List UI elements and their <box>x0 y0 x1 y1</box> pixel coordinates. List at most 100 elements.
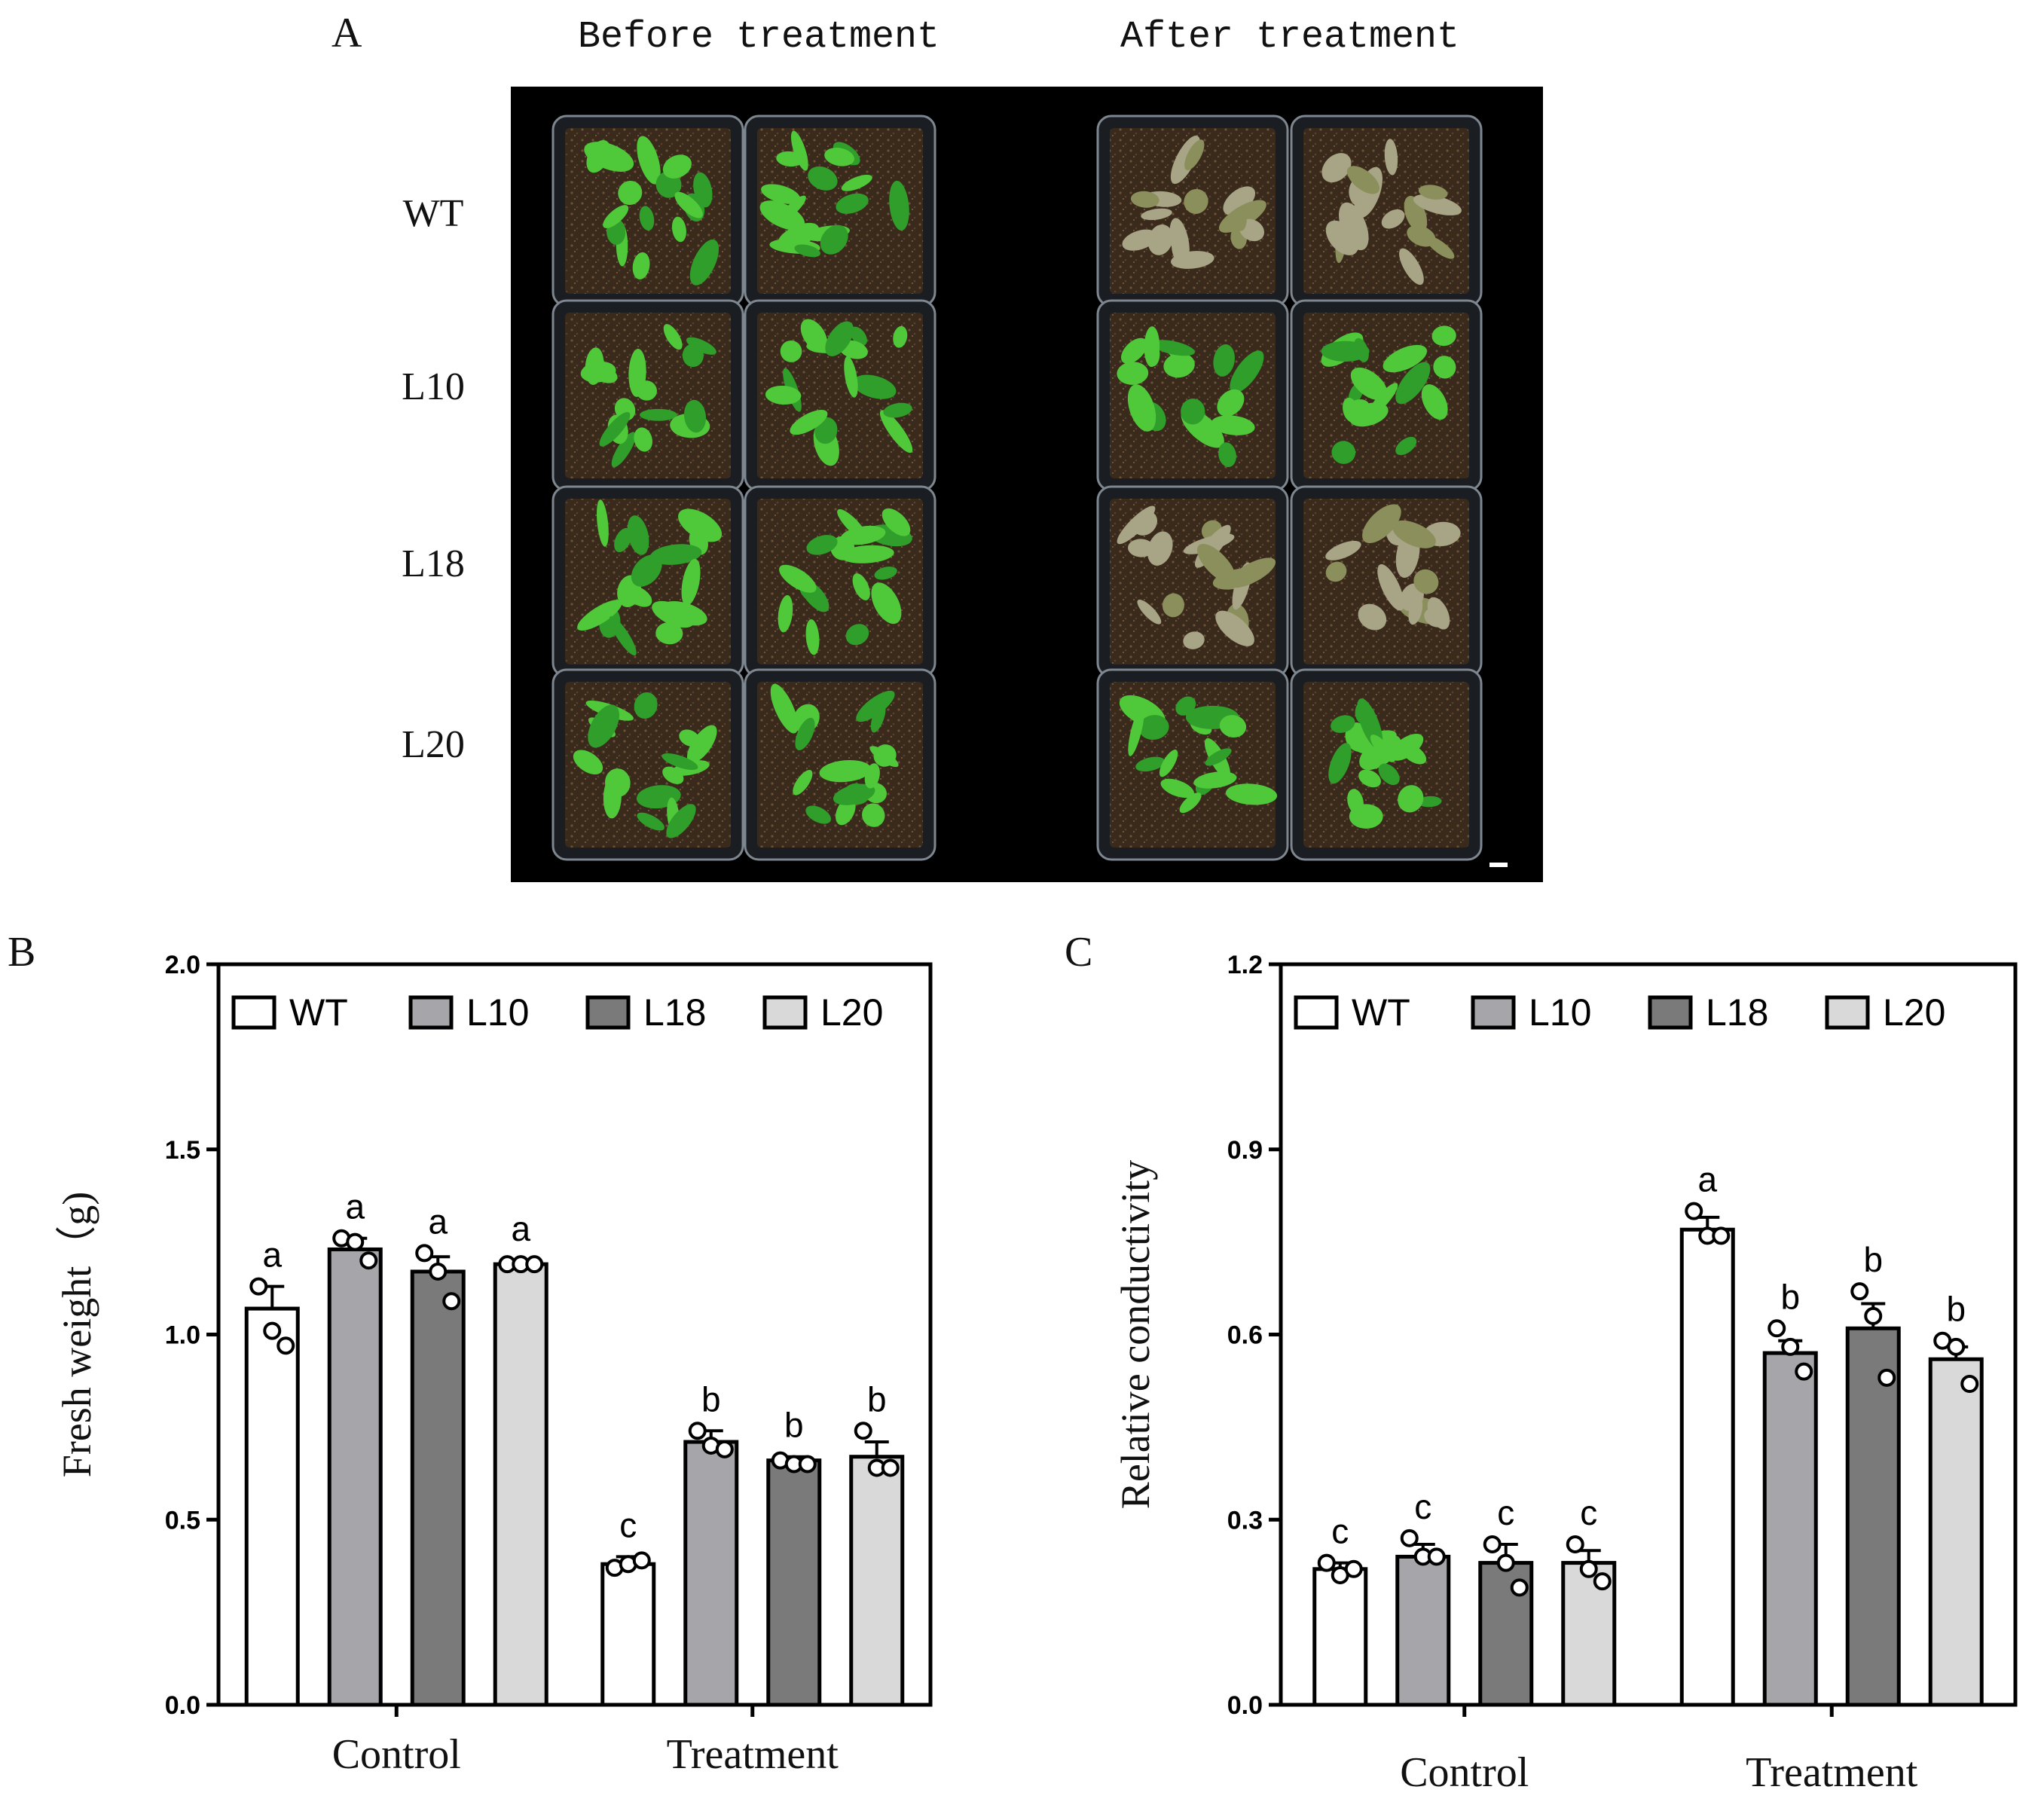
data-point <box>525 1255 544 1274</box>
panel-a-label: A <box>332 10 362 56</box>
data-point <box>442 1292 461 1311</box>
bar-l18-control <box>410 1269 466 1707</box>
data-point <box>1483 1535 1502 1554</box>
pot-before-row3-col1 <box>551 485 744 678</box>
pot-before-row2-col1 <box>551 299 744 492</box>
data-point <box>1427 1547 1446 1566</box>
y-tick-label: 0.5 <box>165 1506 200 1535</box>
data-point <box>1850 1282 1869 1301</box>
bar-l20-treatment <box>1928 1357 1984 1707</box>
data-point <box>798 1455 817 1474</box>
y-tick-label: 0.0 <box>165 1691 200 1720</box>
bar-l20-treatment <box>849 1455 905 1707</box>
bar-l20-control <box>493 1262 548 1707</box>
data-point <box>1579 1559 1598 1578</box>
row-labels: WT L10 L18 L20 <box>402 192 465 766</box>
pot-before-row4-col2 <box>744 668 936 861</box>
significance-letter: b <box>867 1379 887 1419</box>
significance-letter: b <box>784 1406 804 1445</box>
data-point <box>429 1262 448 1281</box>
legend-label-l20: L20 <box>1883 991 1945 1034</box>
significance-letter: c <box>1497 1493 1514 1532</box>
legend-label-l18: L18 <box>1706 991 1768 1034</box>
legend-swatch-wt <box>231 995 277 1030</box>
y-tick-label: 0.3 <box>1227 1506 1263 1535</box>
bar-wt-control <box>1312 1567 1368 1707</box>
data-point <box>1877 1368 1896 1387</box>
pot-after-row2-col1 <box>1096 299 1289 492</box>
data-point <box>1317 1553 1336 1572</box>
data-point <box>632 1551 651 1570</box>
legend-label-wt: WT <box>289 991 348 1034</box>
panel-b: B 0.0 0.5 1.0 1.5 2.0 Fresh weight（g) Control a… <box>8 929 933 1778</box>
data-point <box>346 1232 365 1251</box>
data-point <box>1344 1559 1363 1578</box>
pot-before-row1-col2 <box>744 115 936 307</box>
significance-letter: c <box>619 1505 637 1544</box>
bar-l10-treatment <box>683 1440 739 1707</box>
data-point <box>1566 1535 1584 1554</box>
significance-letter: c <box>1414 1487 1431 1526</box>
data-point <box>1795 1362 1813 1381</box>
x-tick-label-control: Control <box>1400 1749 1529 1796</box>
plot-frame <box>216 962 933 1707</box>
pot-before-row2-col2 <box>744 299 936 492</box>
significance-letter: a <box>511 1209 530 1248</box>
y-tick-label: 0.6 <box>1227 1321 1263 1350</box>
legend-swatch-l20 <box>1825 995 1870 1030</box>
y-axis-label: Fresh weight（g) <box>54 1192 99 1477</box>
bar-wt-control <box>244 1306 300 1707</box>
legend: WT L10 L18 L20 <box>1294 991 1945 1034</box>
data-point <box>277 1336 295 1355</box>
row-label-l10: L10 <box>402 365 465 408</box>
data-point <box>688 1422 707 1440</box>
y-tick-label: 1.0 <box>165 1321 200 1350</box>
legend-label-l10: L10 <box>1529 991 1591 1034</box>
pot-before-row4-col1 <box>551 668 744 861</box>
significance-letter: a <box>262 1235 282 1275</box>
legend-swatch-l18 <box>585 995 631 1030</box>
panel-a: A Before treatment After treatment WT L10… <box>332 10 1543 882</box>
row-label-l18: L18 <box>402 542 465 585</box>
data-point <box>415 1244 434 1263</box>
significance-letter: c <box>1331 1512 1349 1551</box>
pot-after-row1-col2 <box>1290 115 1483 307</box>
pot-after-row1-col1 <box>1096 115 1289 307</box>
bar-l10-treatment <box>1762 1351 1818 1707</box>
legend-label-l10: L10 <box>466 991 529 1034</box>
bar-wt-treatment <box>1679 1227 1735 1707</box>
legend-label-wt: WT <box>1352 991 1410 1034</box>
data-point <box>1781 1337 1800 1356</box>
significance-letter: b <box>1863 1240 1883 1279</box>
data-point <box>1767 1319 1786 1338</box>
significance-letter: c <box>1580 1493 1597 1532</box>
pot-after-row4-col2 <box>1290 668 1483 861</box>
before-treatment-title: Before treatment <box>578 16 940 59</box>
y-tick-label: 2.0 <box>165 951 200 979</box>
x-tick-label-treatment: Treatment <box>1746 1749 1918 1796</box>
panel-b-label: B <box>8 929 35 976</box>
pot-before-row1-col1 <box>551 115 744 307</box>
y-tick-label: 1.2 <box>1227 951 1263 979</box>
legend-swatch-l10 <box>1471 995 1516 1030</box>
bar-l10-control <box>327 1247 383 1707</box>
x-tick-label-control: Control <box>332 1731 461 1778</box>
data-point <box>881 1458 900 1477</box>
data-point <box>715 1440 734 1458</box>
y-axis-label: Relative conductivity <box>1113 1160 1158 1509</box>
plot-frame <box>1279 962 2018 1707</box>
bar-l10-control <box>1395 1554 1451 1707</box>
row-label-l20: L20 <box>402 723 465 766</box>
bar-l18-treatment <box>766 1458 822 1707</box>
legend-swatch-wt <box>1294 995 1339 1030</box>
data-point <box>1960 1375 1979 1394</box>
legend-label-l18: L18 <box>643 991 706 1034</box>
significance-letter: b <box>1946 1290 1966 1329</box>
y-tick-label: 0.9 <box>1227 1136 1263 1165</box>
data-point <box>1685 1202 1703 1220</box>
scale-bar <box>1489 863 1508 867</box>
legend-label-l20: L20 <box>820 991 883 1034</box>
pot-after-row4-col1 <box>1096 668 1289 861</box>
y-tick-label: 1.5 <box>165 1136 200 1165</box>
